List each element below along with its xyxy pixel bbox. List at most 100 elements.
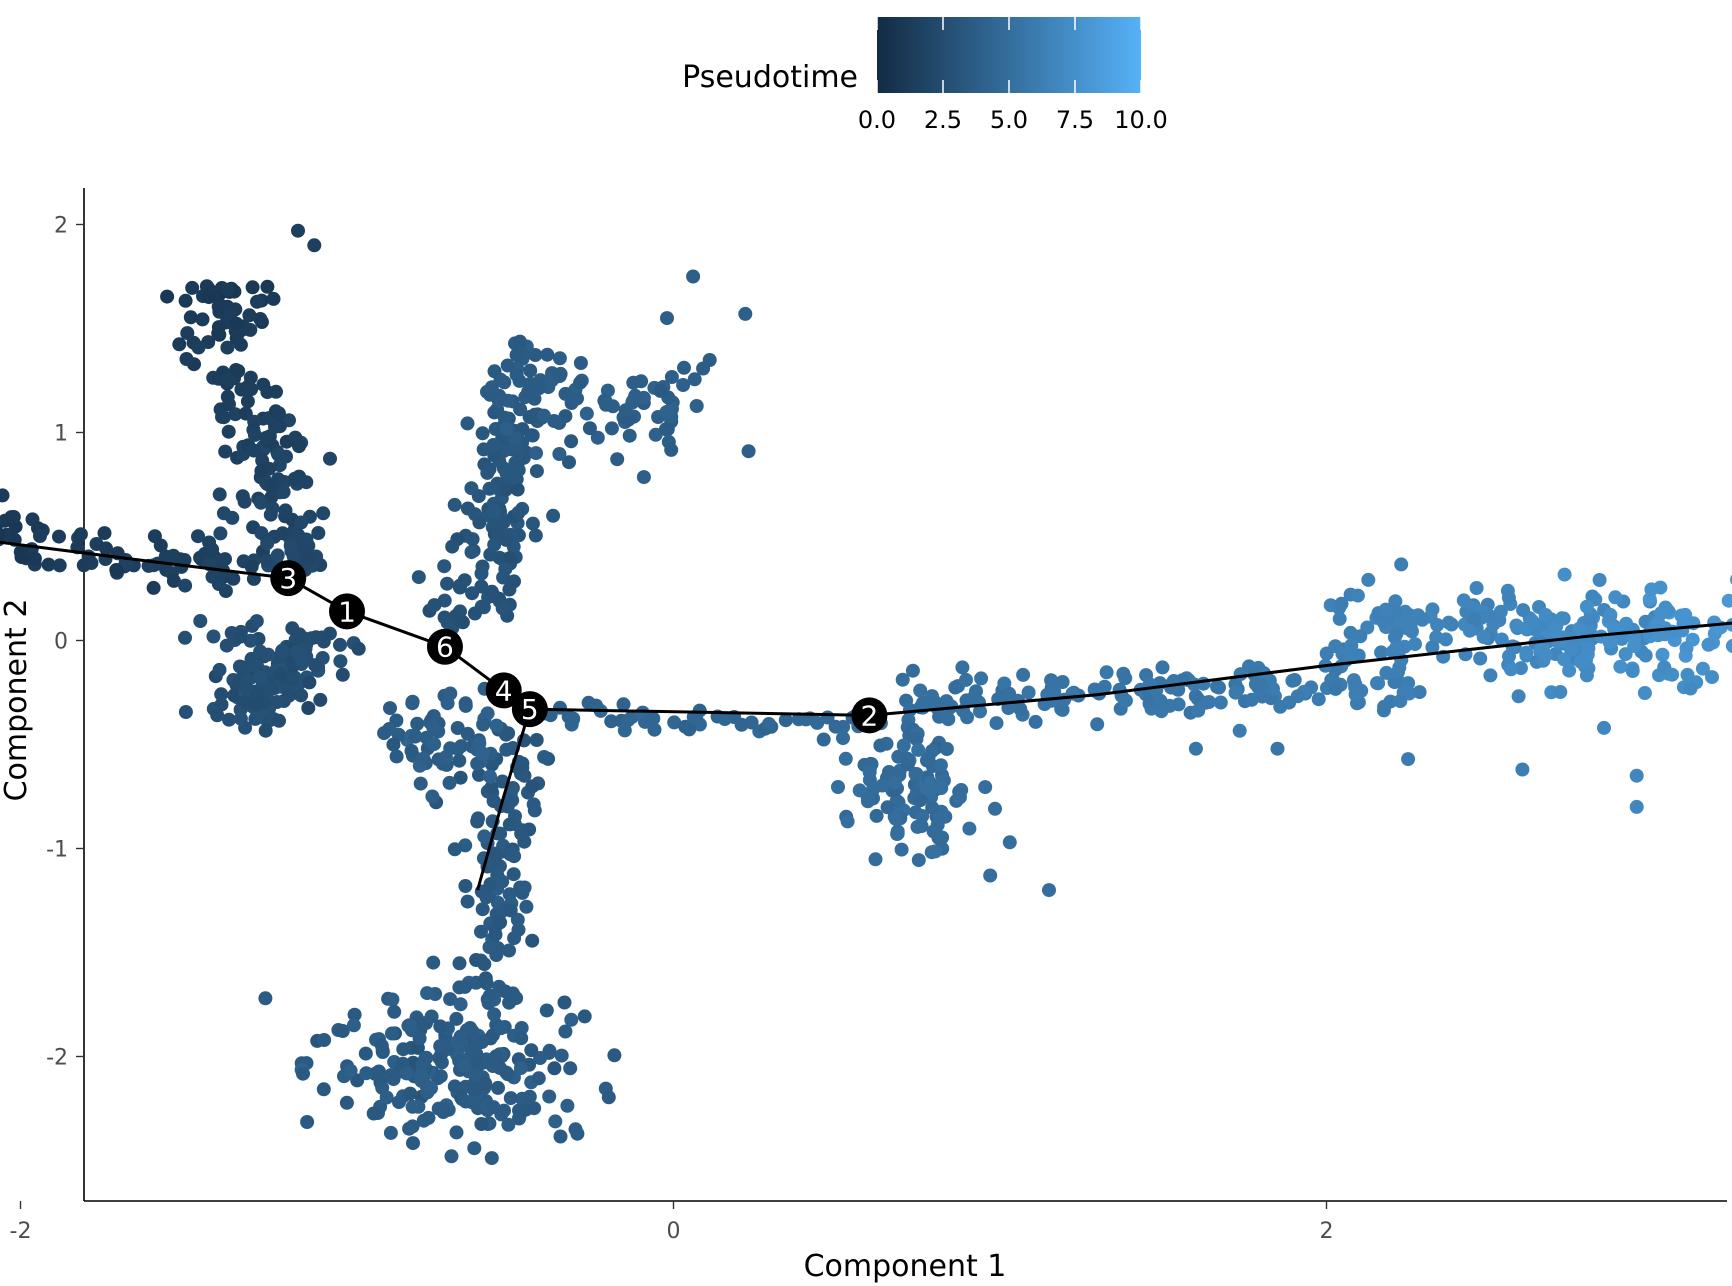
cell-point: [646, 711, 661, 726]
cell-point: [1581, 641, 1596, 656]
cell-point: [259, 430, 274, 445]
cell-point: [498, 562, 513, 577]
cell-point: [636, 470, 651, 485]
trajectory-node-label: 3: [279, 562, 297, 595]
cell-point: [467, 1083, 482, 1098]
cell-point: [433, 1069, 448, 1084]
cell-point: [1493, 604, 1508, 619]
cell-point: [581, 695, 596, 710]
cell-point: [1389, 640, 1404, 655]
cell-point: [962, 821, 977, 836]
cell-point: [250, 294, 264, 309]
cell-point: [496, 515, 511, 529]
cell-point: [221, 424, 236, 439]
cell-point: [301, 701, 316, 715]
cell-point: [438, 750, 453, 765]
cell-point: [1377, 699, 1392, 714]
cell-point: [495, 601, 510, 616]
cell-point: [240, 394, 255, 409]
cell-point: [465, 1024, 480, 1039]
legend-tick-label: 7.5: [1056, 106, 1094, 134]
cell-point: [601, 1090, 616, 1105]
cell-point: [1311, 692, 1326, 707]
cell-point: [978, 780, 993, 795]
cell-point: [1501, 590, 1516, 605]
cell-point: [249, 614, 264, 629]
cell-point: [528, 348, 543, 362]
cell-point: [387, 1004, 402, 1019]
cell-point: [1334, 596, 1349, 611]
cell-point: [1343, 625, 1358, 640]
cell-point: [484, 584, 499, 599]
cell-point: [1394, 557, 1409, 572]
cell-point: [1348, 677, 1363, 692]
cell-point: [553, 366, 568, 381]
cell-point: [554, 1048, 569, 1063]
cell-point: [528, 528, 543, 543]
cell-point: [622, 428, 637, 443]
cell-point: [233, 629, 248, 644]
cell-point: [488, 927, 503, 942]
cell-point: [1412, 685, 1427, 700]
cell-point: [253, 495, 268, 510]
cell-point: [195, 312, 210, 327]
cell-point: [579, 406, 594, 421]
legend: Pseudotime 0.0 2.5 5.0 7.5 10.0: [682, 17, 1168, 134]
cell-point: [868, 852, 883, 867]
cell-point: [1153, 693, 1168, 708]
cell-point: [702, 353, 717, 367]
trajectory-node: 4: [485, 672, 522, 709]
cell-point: [333, 637, 347, 652]
cell-point: [499, 482, 513, 497]
cell-point: [599, 396, 614, 411]
cell-point: [831, 780, 845, 794]
cell-point: [910, 819, 925, 834]
cell-point: [1467, 613, 1482, 628]
cell-point: [495, 874, 510, 889]
cell-point: [458, 879, 473, 893]
cell-point: [1042, 883, 1056, 898]
cell-point: [385, 992, 400, 1007]
cell-point: [406, 1136, 420, 1151]
cell-point: [249, 697, 264, 712]
legend-tick-label: 0.0: [858, 106, 896, 134]
cell-point: [568, 1122, 583, 1137]
x-ticks: -20246: [10, 1201, 1334, 1244]
cell-point: [509, 367, 524, 382]
cell-point: [525, 516, 540, 531]
trajectory-node-circle: [426, 628, 463, 665]
cell-point: [500, 358, 515, 373]
cell-point: [989, 716, 1004, 731]
cell-point: [1509, 618, 1524, 633]
cell-point: [185, 280, 200, 295]
cell-point: [508, 455, 523, 470]
cell-point: [1090, 717, 1105, 732]
cell-point: [1290, 689, 1305, 704]
cell-point: [245, 280, 260, 295]
cell-point: [52, 558, 67, 573]
cell-point: [954, 783, 969, 797]
cell-point: [447, 842, 462, 857]
cell-point: [467, 1141, 482, 1156]
cell-point: [1287, 673, 1302, 687]
cell-point: [491, 1080, 505, 1095]
cell-point: [431, 1101, 446, 1116]
cell-point: [408, 729, 423, 744]
cell-point: [386, 737, 401, 752]
cell-point: [220, 282, 235, 297]
cell-point: [474, 1117, 489, 1131]
cell-point: [1198, 695, 1213, 710]
cell-point: [268, 419, 282, 434]
cell-point: [460, 416, 475, 431]
cell-point: [166, 573, 181, 588]
cell-point: [529, 446, 543, 461]
cell-point: [570, 391, 584, 406]
cell-point: [988, 801, 1002, 816]
cell-point: [210, 708, 225, 723]
cell-point: [1705, 670, 1719, 685]
cell-point: [472, 767, 486, 782]
cell-point: [317, 1033, 332, 1047]
cell-point: [27, 551, 42, 566]
cell-point: [913, 683, 928, 698]
